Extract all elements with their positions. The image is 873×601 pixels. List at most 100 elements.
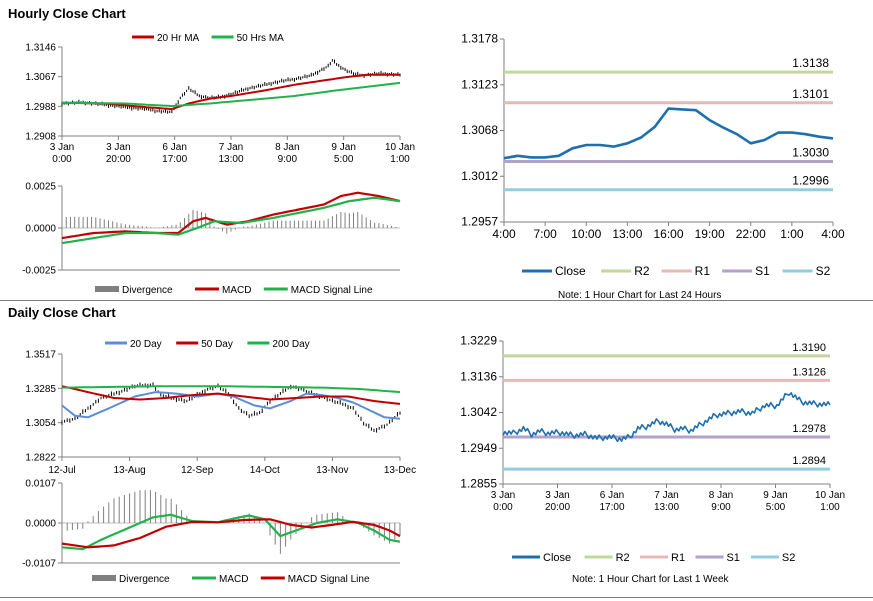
- series-macd-signal-line: [61, 518, 401, 549]
- series-200-day: [62, 385, 401, 394]
- hourly_pivots-x-tick-label: 22:00: [736, 227, 766, 241]
- section-divider: [0, 300, 873, 301]
- daily_pivots-y-tick-label: 1.2855: [460, 477, 497, 491]
- legend-label-macd: MACD: [219, 574, 248, 585]
- legend-label-divergence: Divergence: [119, 574, 170, 585]
- legend-label-20-hr-ma: 20 Hr MA: [157, 33, 200, 44]
- daily_pivots-y-tick-label: 1.3042: [460, 405, 497, 419]
- daily_price-x-tick-label: 14-Oct: [250, 465, 280, 476]
- daily_pivots-y-tick-label: 1.2949: [460, 441, 497, 455]
- hourly_price-x-tick-label: 20:00: [106, 154, 131, 165]
- daily_price-x-tick-label: 13-Dec: [384, 465, 416, 476]
- legend-swatch-divergence: [95, 286, 119, 292]
- series-20-hr-ma: [61, 73, 400, 111]
- bottom-divider: [0, 597, 873, 598]
- hourly_price-x-tick-label: 9:00: [278, 154, 298, 165]
- hourly_price-x-tick-label: 0:00: [52, 154, 72, 165]
- hourly_price-x-tick-label: 17:00: [162, 154, 187, 165]
- daily_macd-y-tick-label: 0.0000: [25, 519, 56, 530]
- legend-label-r2: R2: [616, 552, 630, 564]
- hourly-pivot-note: Note: 1 Hour Chart for Last 24 Hours: [558, 290, 722, 301]
- legend-label-macd-signal-line: MACD Signal Line: [291, 285, 373, 296]
- legend-label-20-day: 20 Day: [130, 339, 162, 350]
- daily_pivots-x-tick-label: 6 Jan: [600, 490, 624, 501]
- daily_pivots-x-tick-label: 17:00: [599, 502, 624, 513]
- hourly_pivots-y-tick-label: 1.3012: [461, 169, 498, 183]
- daily_price-y-tick-label: 1.3054: [25, 418, 56, 429]
- legend-label-s2: S2: [782, 552, 795, 564]
- hourly_pivots-x-tick-label: 1:00: [780, 227, 804, 241]
- daily_price-y-tick-label: 1.3517: [25, 350, 56, 361]
- hourly_price-x-tick-label: 8 Jan: [275, 142, 299, 153]
- hourly_pivots-x-tick-label: 7:00: [533, 227, 557, 241]
- daily_pivots-x-tick-label: 7 Jan: [654, 490, 678, 501]
- series-close: [503, 107, 834, 160]
- hourly_pivots-y-tick-label: 1.3178: [461, 32, 498, 46]
- hourly_pivots-y-tick-label: 1.3068: [461, 123, 498, 137]
- series-macd: [61, 191, 401, 240]
- legend-label-r2: R2: [634, 264, 650, 278]
- daily_macd-y-tick-label: -0.0107: [22, 559, 56, 570]
- pivot-label-s1: 1.2978: [792, 423, 826, 435]
- legend-swatch-divergence: [92, 575, 116, 581]
- legend-label-macd: MACD: [222, 285, 251, 296]
- hourly_price-x-tick-label: 6 Jan: [162, 142, 186, 153]
- legend-label-close: Close: [555, 264, 586, 278]
- series-close: [502, 392, 831, 443]
- legend-label-divergence: Divergence: [122, 285, 173, 296]
- hourly_price-y-tick-label: 1.3146: [25, 43, 56, 54]
- hourly_price-x-tick-label: 7 Jan: [219, 142, 243, 153]
- daily_pivots-x-tick-label: 0:00: [493, 502, 513, 513]
- hourly_pivots-y-tick-label: 1.2957: [461, 215, 498, 229]
- legend-label-s1: S1: [726, 552, 739, 564]
- hourly_pivots-y-tick-label: 1.3123: [461, 77, 498, 91]
- daily-section-title: Daily Close Chart: [8, 305, 116, 320]
- daily_price-x-tick-label: 12-Sep: [181, 465, 214, 476]
- pivot-label-r1: 1.3101: [792, 87, 829, 101]
- legend-label-200-day: 200 Day: [272, 339, 309, 350]
- daily_price-x-tick-label: 12-Jul: [48, 465, 75, 476]
- hourly_price-x-tick-label: 3 Jan: [106, 142, 130, 153]
- pivot-label-r2: 1.3190: [792, 342, 826, 354]
- legend-label-r1: R1: [671, 552, 685, 564]
- series-50-hrs-ma: [61, 81, 401, 108]
- hourly_price-y-tick-label: 1.2908: [25, 132, 56, 143]
- hourly_price-y-tick-label: 1.3067: [25, 72, 56, 83]
- series-50-day: [61, 385, 401, 405]
- daily_price-y-tick-label: 1.2822: [25, 453, 56, 464]
- daily_pivots-x-tick-label: 20:00: [545, 502, 570, 513]
- legend-label-r1: R1: [695, 264, 711, 278]
- daily_pivots-x-tick-label: 8 Jan: [709, 490, 733, 501]
- daily_price-x-tick-label: 13-Aug: [113, 465, 145, 476]
- daily_pivots-x-tick-label: 13:00: [654, 502, 679, 513]
- daily_pivots-x-tick-label: 3 Jan: [491, 490, 515, 501]
- daily-pivot-note: Note: 1 Hour Chart for Last 1 Week: [572, 574, 729, 585]
- hourly_pivots-x-tick-label: 4:00: [821, 227, 845, 241]
- legend-label-50-hrs-ma: 50 Hrs MA: [237, 33, 285, 44]
- daily_price-y-tick-label: 1.3285: [25, 384, 56, 395]
- hourly-section-title: Hourly Close Chart: [8, 6, 126, 21]
- legend-label-50-day: 50 Day: [201, 339, 233, 350]
- daily_pivots-x-tick-label: 9 Jan: [763, 490, 787, 501]
- hourly_pivots-x-tick-label: 19:00: [695, 227, 725, 241]
- hourly_macd-y-tick-label: -0.0025: [22, 266, 56, 277]
- legend-label-s2: S2: [816, 264, 831, 278]
- hourly_pivots-x-tick-label: 13:00: [612, 227, 642, 241]
- daily_pivots-y-tick-label: 1.3229: [460, 334, 497, 348]
- hourly_pivots-x-tick-label: 16:00: [653, 227, 683, 241]
- pivot-label-r2: 1.3138: [792, 56, 829, 70]
- hourly_macd-y-tick-label: 0.0025: [25, 182, 56, 193]
- pivot-label-r1: 1.3126: [792, 366, 826, 378]
- hourly_price-x-tick-label: 13:00: [218, 154, 243, 165]
- hourly_pivots-x-tick-label: 10:00: [571, 227, 601, 241]
- legend-label-macd-signal-line: MACD Signal Line: [288, 574, 370, 585]
- hourly_price-y-tick-label: 1.2988: [25, 102, 56, 113]
- daily_pivots-x-tick-label: 3 Jan: [545, 490, 569, 501]
- hourly_price-x-tick-label: 1:00: [390, 154, 410, 165]
- daily_macd-y-tick-label: 0.0107: [25, 479, 56, 490]
- hourly_price-x-tick-label: 10 Jan: [385, 142, 415, 153]
- daily_pivots-y-tick-label: 1.3136: [460, 369, 497, 383]
- pivot-label-s1: 1.3030: [792, 146, 829, 160]
- pivot-label-s2: 1.2894: [792, 455, 826, 467]
